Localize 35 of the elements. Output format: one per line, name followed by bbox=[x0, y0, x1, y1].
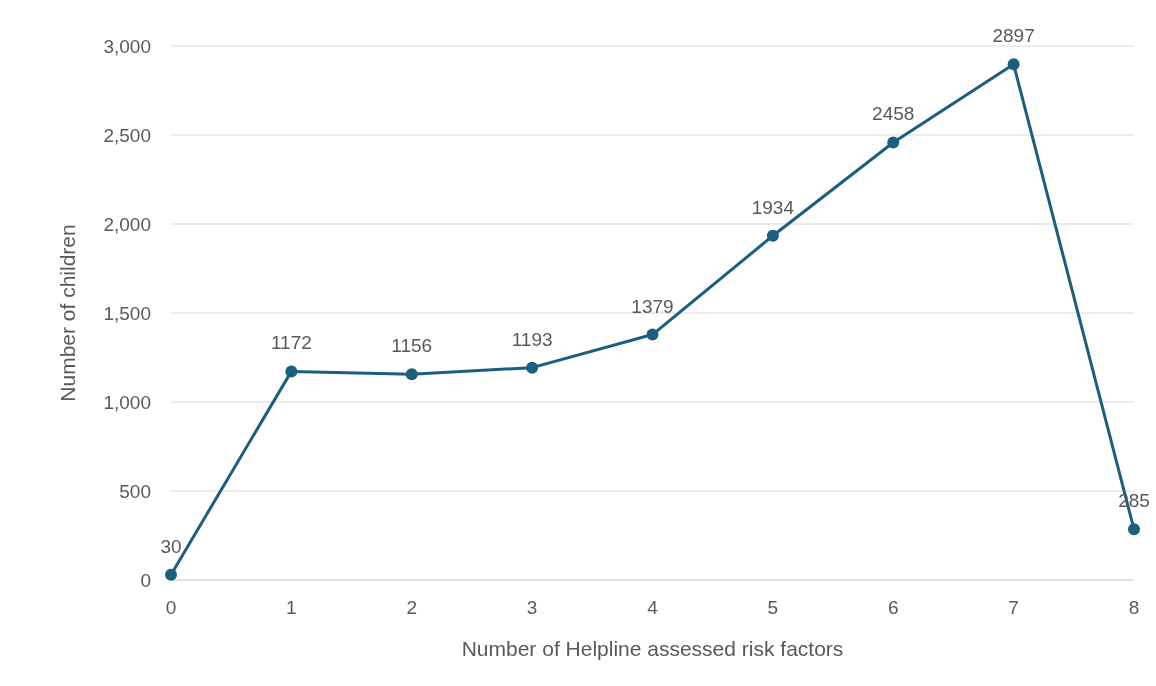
x-tick-label: 8 bbox=[1128, 597, 1140, 618]
y-tick-label: 1,000 bbox=[103, 391, 151, 413]
x-tick-label: 0 bbox=[165, 597, 177, 618]
point bbox=[526, 361, 539, 374]
y-axis-title: Number of children bbox=[56, 224, 79, 402]
x-tick-label: 1 bbox=[286, 597, 297, 618]
x-tick-label: 2 bbox=[406, 597, 418, 618]
x-tick-label: 6 bbox=[887, 597, 899, 618]
data-label: 30 bbox=[160, 535, 182, 557]
point bbox=[646, 328, 659, 341]
point bbox=[1007, 58, 1020, 71]
point bbox=[887, 136, 900, 149]
data-label: 1934 bbox=[751, 196, 795, 218]
data-label: 1156 bbox=[391, 335, 433, 357]
x-tick-label: 5 bbox=[767, 597, 779, 618]
x-tick-label: 4 bbox=[647, 597, 659, 618]
x-tick-label: 7 bbox=[1008, 597, 1019, 618]
point bbox=[285, 365, 298, 378]
point bbox=[1128, 523, 1140, 536]
y-tick-label: 2,000 bbox=[103, 213, 151, 235]
x-tick-label: 3 bbox=[526, 597, 538, 618]
point bbox=[405, 368, 418, 381]
y-tick-label: 0 bbox=[140, 569, 151, 591]
point bbox=[165, 568, 177, 581]
y-tick-label: 500 bbox=[119, 480, 151, 502]
point bbox=[766, 229, 779, 242]
y-tick-label: 3,000 bbox=[103, 35, 151, 57]
data-label: 2458 bbox=[872, 103, 915, 125]
x-axis-title: Number of Helpline assessed risk factors bbox=[461, 637, 844, 660]
data-label: 2897 bbox=[992, 25, 1035, 47]
data-label: 1193 bbox=[511, 328, 553, 350]
data-label: 1379 bbox=[631, 295, 674, 317]
data-label: 1172 bbox=[270, 332, 312, 354]
y-tick-label: 1,500 bbox=[103, 302, 151, 324]
y-tick-label: 2,500 bbox=[103, 124, 151, 146]
